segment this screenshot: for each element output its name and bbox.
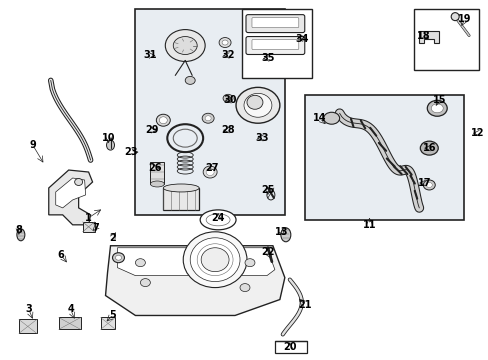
Ellipse shape: [203, 166, 217, 178]
Text: 11: 11: [362, 220, 375, 230]
Text: 21: 21: [297, 300, 311, 310]
Text: 32: 32: [221, 50, 234, 60]
Ellipse shape: [140, 279, 150, 287]
Text: 17: 17: [417, 178, 430, 188]
Polygon shape: [19, 319, 37, 333]
Ellipse shape: [201, 248, 228, 272]
Text: 16: 16: [422, 143, 435, 153]
Ellipse shape: [150, 181, 164, 187]
Ellipse shape: [135, 259, 145, 267]
Text: 20: 20: [283, 342, 296, 352]
Text: 9: 9: [29, 140, 36, 150]
Text: 12: 12: [470, 128, 484, 138]
Text: 2: 2: [109, 233, 116, 243]
Ellipse shape: [236, 87, 279, 123]
Text: 10: 10: [102, 133, 115, 143]
Text: 31: 31: [143, 50, 157, 60]
Text: 24: 24: [211, 213, 224, 223]
Text: 8: 8: [16, 225, 22, 235]
Ellipse shape: [323, 112, 339, 124]
Text: 26: 26: [148, 163, 162, 173]
Ellipse shape: [222, 40, 227, 45]
Ellipse shape: [280, 228, 290, 242]
Text: 27: 27: [205, 163, 219, 173]
Text: 14: 14: [312, 113, 326, 123]
Text: 33: 33: [255, 133, 268, 143]
Text: 4: 4: [67, 305, 74, 315]
Text: 35: 35: [261, 54, 274, 63]
Ellipse shape: [183, 232, 246, 288]
Ellipse shape: [244, 259, 254, 267]
Ellipse shape: [115, 255, 121, 260]
FancyBboxPatch shape: [251, 18, 298, 28]
Text: 29: 29: [145, 125, 159, 135]
FancyBboxPatch shape: [245, 15, 304, 32]
FancyBboxPatch shape: [251, 40, 298, 50]
Ellipse shape: [427, 100, 447, 116]
Text: 3: 3: [25, 305, 32, 315]
Polygon shape: [101, 318, 115, 329]
Text: 1: 1: [85, 213, 92, 223]
Text: 7: 7: [92, 223, 99, 233]
Ellipse shape: [156, 114, 170, 126]
Ellipse shape: [173, 37, 197, 54]
Ellipse shape: [420, 141, 437, 155]
Ellipse shape: [206, 168, 214, 176]
Ellipse shape: [450, 13, 458, 21]
Ellipse shape: [190, 238, 240, 282]
Polygon shape: [117, 248, 274, 276]
Bar: [242, 9, 311, 78]
Text: 28: 28: [221, 125, 234, 135]
Ellipse shape: [244, 93, 271, 117]
Text: 30: 30: [223, 95, 236, 105]
Ellipse shape: [200, 210, 236, 230]
Ellipse shape: [223, 94, 233, 102]
Ellipse shape: [205, 116, 211, 121]
Ellipse shape: [246, 95, 263, 109]
Polygon shape: [59, 318, 81, 329]
Ellipse shape: [185, 76, 195, 84]
Polygon shape: [49, 170, 92, 225]
Polygon shape: [56, 178, 85, 208]
Polygon shape: [82, 222, 94, 232]
Ellipse shape: [165, 30, 205, 62]
Bar: [135, 9, 285, 215]
Ellipse shape: [159, 117, 167, 124]
Ellipse shape: [202, 113, 214, 123]
Ellipse shape: [426, 183, 431, 188]
Text: 6: 6: [57, 250, 64, 260]
Ellipse shape: [75, 179, 82, 185]
Text: 18: 18: [416, 31, 429, 41]
Text: 19: 19: [457, 14, 471, 24]
Ellipse shape: [163, 184, 199, 192]
Text: 22: 22: [261, 247, 274, 257]
Bar: [413, 9, 478, 71]
Ellipse shape: [430, 104, 442, 113]
Text: 15: 15: [431, 95, 445, 105]
Ellipse shape: [423, 180, 434, 190]
Ellipse shape: [219, 37, 230, 48]
Bar: [304, 95, 463, 220]
Polygon shape: [419, 31, 438, 42]
Ellipse shape: [17, 229, 25, 241]
Ellipse shape: [112, 253, 124, 263]
Text: 25: 25: [261, 185, 274, 195]
Ellipse shape: [106, 140, 114, 150]
Bar: [163, 188, 199, 210]
Text: 34: 34: [294, 33, 308, 44]
FancyBboxPatch shape: [245, 37, 304, 54]
Text: 13: 13: [275, 227, 288, 237]
Text: 5: 5: [109, 310, 116, 320]
Text: 23: 23: [124, 147, 138, 157]
Ellipse shape: [240, 284, 249, 292]
Polygon shape: [105, 246, 285, 315]
Bar: [150, 162, 164, 184]
Bar: [274, 341, 306, 353]
